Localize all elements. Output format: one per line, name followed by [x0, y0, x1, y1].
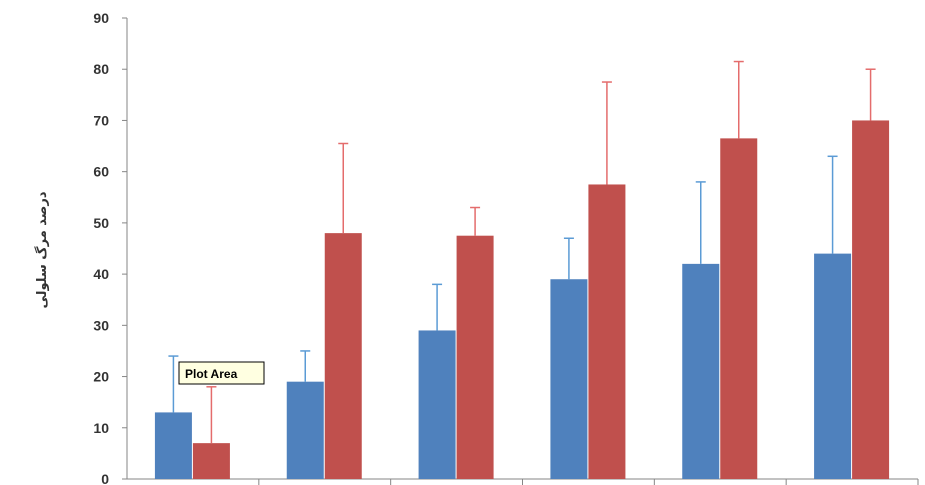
y-tick-label: 70 [93, 112, 109, 128]
bar [814, 253, 852, 479]
y-tick-label: 50 [93, 215, 109, 231]
error-bars [168, 60, 876, 444]
y-tick-label: 40 [93, 266, 109, 282]
bar [682, 263, 720, 479]
bar [286, 381, 324, 479]
plot-area-tooltip: Plot Area [178, 361, 265, 385]
bar [456, 235, 494, 479]
y-tick-label: 20 [93, 369, 109, 385]
tooltip-text: Plot Area [185, 367, 238, 381]
bars [154, 120, 890, 479]
bar [720, 138, 758, 479]
y-tick-label: 90 [93, 10, 109, 26]
bar [588, 184, 626, 479]
y-tick-label: 30 [93, 317, 109, 333]
y-tick-label: 0 [101, 471, 109, 485]
axes: 0 10 20 30 40 50 60 70 80 90 [93, 10, 919, 485]
y-tick-label: 10 [93, 420, 109, 436]
y-tick-label: 80 [93, 61, 109, 77]
bar [418, 330, 456, 479]
bar [852, 120, 890, 479]
bar [324, 233, 362, 479]
bar [154, 412, 192, 479]
y-axis-label: درصد مرگ سلولی [33, 191, 50, 308]
y-tick-label: 60 [93, 164, 109, 180]
tooltip-box [178, 361, 265, 385]
bar [550, 279, 588, 479]
bar [192, 443, 230, 479]
